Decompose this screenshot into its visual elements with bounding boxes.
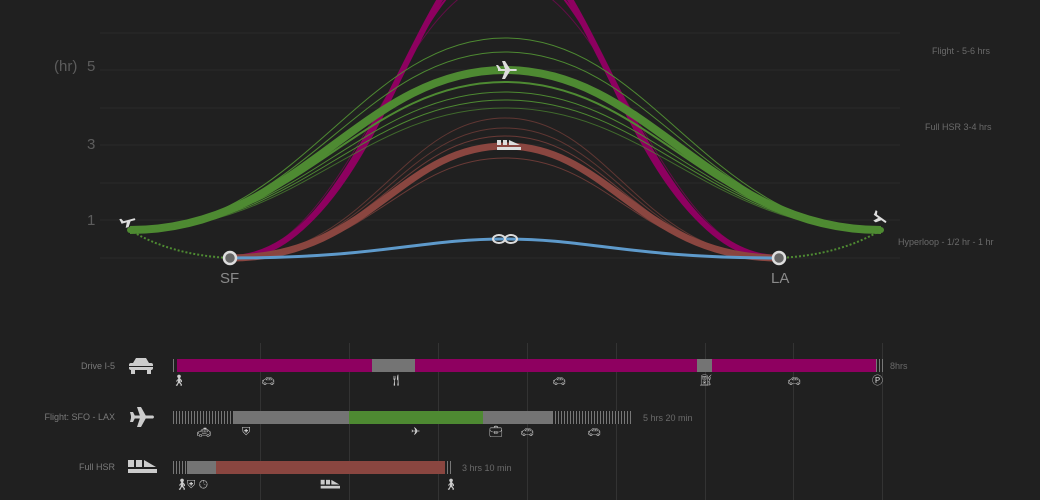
legend-hsr: Full HSR 3-4 hrs [925,122,992,132]
train-icon [128,460,157,473]
y-tick-1: 1 [87,212,96,229]
city-destination-label: LA [771,270,790,287]
clock-icon: 🕒︎ [199,479,208,491]
car-icon: 🚗︎ [587,427,601,439]
car-icon: 🚗︎ [787,376,801,388]
city-origin-label: SF [220,270,240,287]
walk-icon: 🚶︎ [172,375,186,387]
grid-line [793,343,794,500]
legend-hyperloop: Hyperloop - 1/2 hr - 1 hr [898,237,994,247]
car-icon: 🚗︎ [552,376,566,388]
train-icon [320,479,340,489]
flight-segment [349,411,483,424]
row-label: Drive I-5 [80,361,115,371]
airplane-icon: ✈︎ [411,426,421,438]
drive-segment [177,359,372,372]
train-segment [216,461,445,474]
rest-stop-segment [372,359,415,372]
drive-segment [712,359,876,372]
security-shield-icon: ⛨ [242,426,251,438]
boarding-segment [187,461,216,474]
security-shield-icon: ⛨ [187,479,196,491]
y-tick-5: 5 [87,58,96,75]
drive-segment [415,359,697,372]
grid-line [705,343,706,500]
duration-flight: 5 hrs 20 min [643,413,693,423]
walk-icon: 🚶︎ [175,479,189,491]
fuel-stop-segment [697,359,712,372]
fuel-icon: ⛽︎ [699,375,713,387]
grid-line [882,343,883,500]
airplane-icon [130,407,154,427]
taxi-icon: 🚕︎ [197,427,211,439]
duration-hsr: 3 hrs 10 min [462,463,512,473]
car-icon: 🚗︎ [261,376,275,388]
row-label: Flight: SFO - LAX [44,412,115,422]
car-icon [129,358,153,374]
y-tick-3: 3 [87,136,96,153]
security-wait-segment [234,411,349,424]
legend-flight: Flight - 5-6 hrs [932,46,991,56]
food-icon: 🍴︎ [389,375,403,387]
duration-drive: 8hrs [890,361,908,371]
y-axis-unit: (hr) [54,58,78,75]
car-icon: 🚗︎ [520,427,534,439]
walk-icon: 🚶︎ [444,479,458,491]
row-label: Full HSR [78,462,115,472]
parking-icon: Ⓟ [872,375,883,387]
luggage-icon: 💼︎ [489,426,503,438]
baggage-segment [483,411,552,424]
travel-time-curves [119,0,887,266]
